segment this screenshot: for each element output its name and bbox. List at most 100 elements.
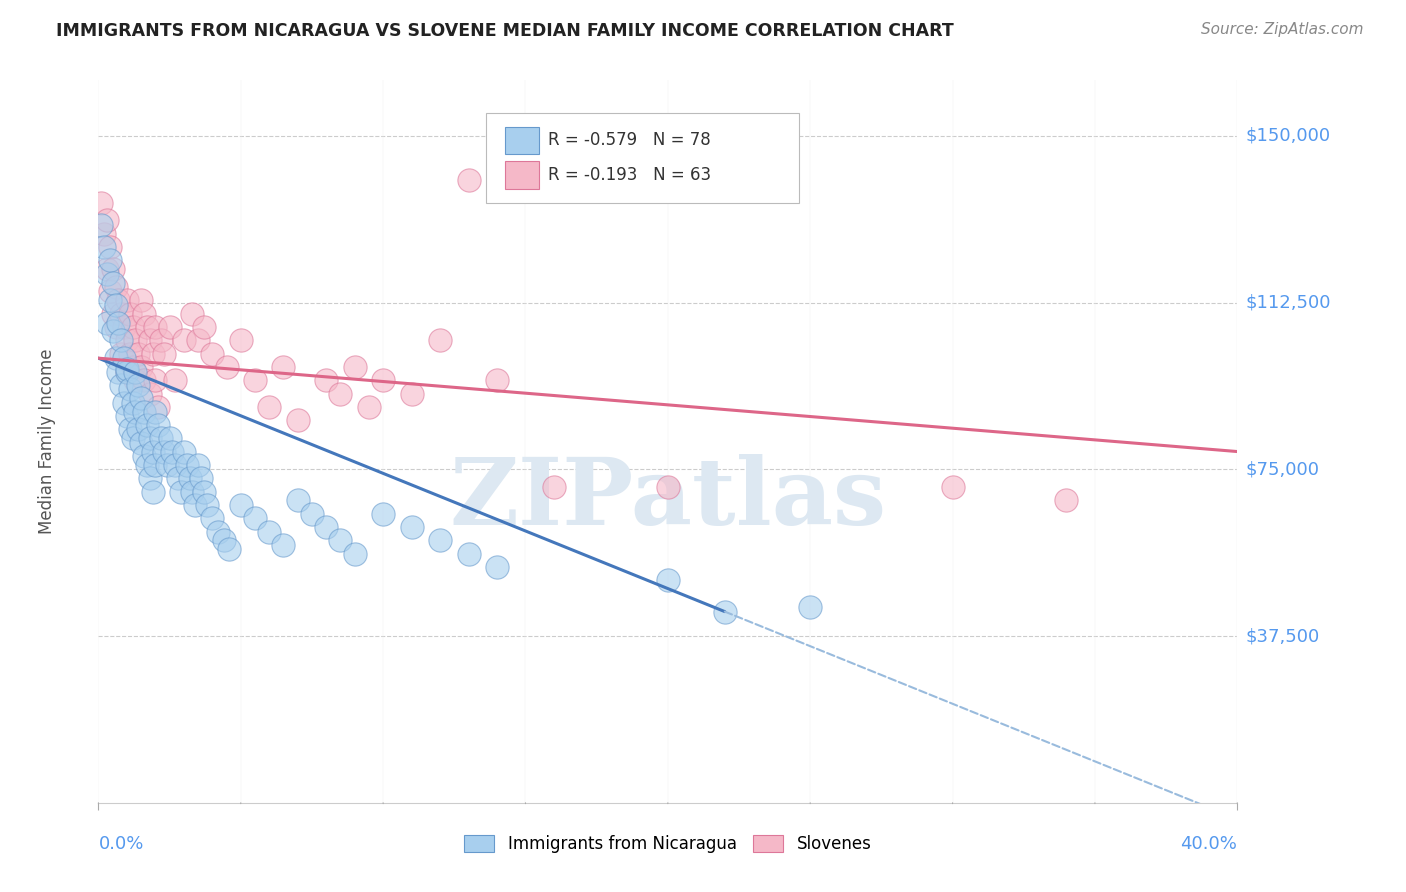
Point	[315, 520, 337, 534]
Point	[124, 404, 146, 418]
Point	[101, 276, 124, 290]
Point	[110, 347, 132, 361]
Point	[112, 320, 135, 334]
Point	[315, 373, 337, 387]
Point	[132, 307, 155, 321]
Point	[138, 334, 160, 348]
Point	[98, 293, 121, 308]
Point	[343, 360, 366, 375]
Point	[429, 533, 451, 548]
Point	[181, 484, 204, 499]
Point	[115, 409, 138, 423]
Point	[176, 458, 198, 472]
Point	[145, 458, 167, 472]
Point	[657, 574, 679, 588]
Point	[129, 435, 152, 450]
Point	[127, 422, 149, 436]
Point	[190, 471, 212, 485]
Point	[184, 498, 207, 512]
Point	[357, 400, 380, 414]
Point	[329, 533, 352, 548]
Point	[129, 293, 152, 308]
Text: IMMIGRANTS FROM NICARAGUA VS SLOVENE MEDIAN FAMILY INCOME CORRELATION CHART: IMMIGRANTS FROM NICARAGUA VS SLOVENE MED…	[56, 22, 955, 40]
FancyBboxPatch shape	[505, 127, 538, 154]
Point	[273, 538, 295, 552]
Point	[90, 218, 112, 232]
Point	[101, 325, 124, 339]
Point	[132, 373, 155, 387]
Point	[170, 484, 193, 499]
Point	[112, 351, 135, 366]
Point	[162, 444, 184, 458]
Point	[148, 417, 170, 432]
Point	[118, 422, 141, 436]
Point	[173, 334, 195, 348]
Point	[115, 364, 138, 378]
Point	[145, 373, 167, 387]
Point	[93, 227, 115, 241]
Point	[229, 498, 252, 512]
Point	[127, 377, 149, 392]
Point	[165, 458, 187, 472]
Point	[457, 547, 479, 561]
Point	[107, 316, 129, 330]
Point	[132, 404, 155, 418]
Point	[201, 347, 224, 361]
Point	[201, 511, 224, 525]
Text: $75,000: $75,000	[1246, 460, 1320, 478]
Point	[429, 334, 451, 348]
Point	[215, 360, 238, 375]
Text: R = -0.579   N = 78: R = -0.579 N = 78	[548, 131, 711, 149]
Point	[181, 307, 204, 321]
Point	[148, 400, 170, 414]
Point	[98, 285, 121, 299]
Point	[150, 334, 173, 348]
Text: Median Family Income: Median Family Income	[38, 349, 56, 534]
Point	[98, 240, 121, 254]
Point	[112, 395, 135, 409]
Point	[167, 471, 190, 485]
Point	[145, 320, 167, 334]
Point	[401, 386, 423, 401]
Point	[107, 293, 129, 308]
Text: $37,500: $37,500	[1246, 627, 1320, 645]
Point	[153, 444, 176, 458]
FancyBboxPatch shape	[505, 161, 538, 189]
Text: $112,500: $112,500	[1246, 293, 1331, 311]
Point	[138, 471, 160, 485]
Text: ZIPatlas: ZIPatlas	[450, 454, 886, 544]
FancyBboxPatch shape	[485, 112, 799, 203]
Point	[207, 524, 229, 539]
Point	[93, 240, 115, 254]
Point	[115, 364, 138, 378]
Point	[127, 347, 149, 361]
Point	[187, 458, 209, 472]
Point	[373, 373, 395, 387]
Point	[193, 320, 215, 334]
Point	[110, 377, 132, 392]
Point	[104, 320, 127, 334]
Point	[124, 364, 146, 378]
Point	[259, 524, 281, 539]
Point	[159, 320, 181, 334]
Text: $150,000: $150,000	[1246, 127, 1331, 145]
Point	[243, 511, 266, 525]
Point	[96, 316, 118, 330]
Point	[153, 347, 176, 361]
Point	[107, 364, 129, 378]
Point	[156, 458, 179, 472]
Point	[138, 431, 160, 445]
Point	[401, 520, 423, 534]
Point	[118, 382, 141, 396]
Text: Source: ZipAtlas.com: Source: ZipAtlas.com	[1201, 22, 1364, 37]
Text: R = -0.193   N = 63: R = -0.193 N = 63	[548, 166, 711, 184]
Point	[329, 386, 352, 401]
Point	[287, 493, 309, 508]
Point	[121, 395, 143, 409]
Point	[129, 360, 152, 375]
Point	[141, 444, 163, 458]
Point	[187, 334, 209, 348]
Point	[141, 347, 163, 361]
Point	[115, 362, 138, 376]
Point	[132, 449, 155, 463]
